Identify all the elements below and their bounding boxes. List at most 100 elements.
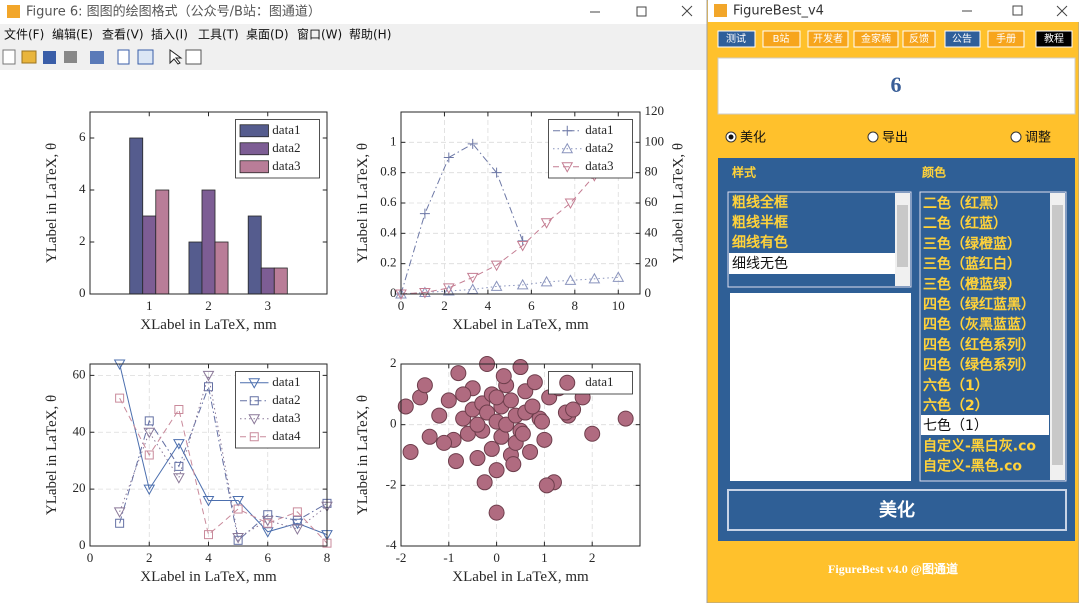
menu-bar: 文件(F) 编辑(E) 查看(V) 插入(I) 工具(T) 桌面(D) 窗口(W… [4,27,391,42]
list-item[interactable]: 七色（1） [923,417,988,434]
bar [155,189,170,295]
button-label[interactable]: 金家楠 [861,32,891,45]
window-controls[interactable] [590,5,693,17]
marker [488,389,505,406]
series-line [119,384,328,542]
button-label[interactable]: 教程 [1044,32,1064,45]
y-tick-label: 0 [390,285,397,300]
legend-marker [249,396,259,406]
marker [514,425,531,442]
series-line [400,276,619,295]
y-tick-label: 0.2 [380,255,396,270]
legend-marker [559,374,576,391]
legend-label: data2 [272,140,300,155]
list-item[interactable]: 自定义-黑白灰.co [923,437,1036,454]
menu-item[interactable]: 文件(F) [4,27,44,42]
legend-label: data3 [585,158,614,173]
marker [450,365,467,382]
legend-marker [248,414,261,425]
radio[interactable] [1010,131,1022,143]
list-item[interactable]: 三色（蓝红白） [923,256,1021,273]
x-tick-label: 0 [493,550,500,565]
scroll-thumb[interactable] [897,205,908,267]
menu-item[interactable]: 帮助(H) [349,28,391,42]
window-controls[interactable] [962,5,1068,17]
selected-row [729,253,895,274]
axes-frame [400,363,641,547]
button[interactable] [717,30,756,48]
action-button[interactable] [727,489,1067,531]
y2-tick-label: 20 [645,255,659,270]
button[interactable] [987,30,1025,48]
marker [263,518,273,528]
button-label[interactable]: 手册 [996,32,1016,45]
button-label[interactable]: 开发者 [813,32,843,45]
button[interactable] [853,30,899,48]
list-item[interactable]: 细线无色 [732,255,788,272]
x-tick-label: 4 [205,550,212,565]
bar [214,241,229,295]
radio-label[interactable]: 调整 [1025,131,1051,146]
list-item[interactable]: 四色（灰黑蓝蓝） [923,316,1035,333]
marker [144,450,154,460]
legend-marker [561,142,574,154]
list-item[interactable]: 二色（红黑） [923,195,1007,212]
menu-item[interactable]: 插入(I) [151,28,188,42]
list-item[interactable]: 自定义-黑色.co [923,458,1022,475]
marker [419,287,431,299]
list-item[interactable]: 三色（绿橙蓝） [923,235,1021,252]
list-item[interactable]: 四色（绿红蓝黑） [923,296,1035,313]
menu-item[interactable]: 桌面(D) [246,28,289,42]
legend-swatch [239,124,269,138]
list-item[interactable]: 三色（橙蓝绿） [923,276,1021,293]
button[interactable] [1035,30,1073,48]
menu-item[interactable]: 查看(V) [102,28,144,42]
marker [516,278,529,290]
y-tick-label: 6 [79,129,86,144]
menu-item[interactable]: 窗口(W) [297,28,342,42]
y-tick-label: -2 [386,476,397,491]
list-item[interactable]: 四色（绿色系列） [923,357,1035,374]
app-icon [714,4,727,17]
bar [201,189,216,295]
marker [173,473,185,484]
menu-item[interactable]: 工具(T) [198,28,239,42]
legend-label: data4 [272,428,301,443]
radio-label[interactable]: 导出 [882,131,908,146]
button-label[interactable]: 反馈 [909,32,929,45]
list-item[interactable]: 细线有色 [732,234,788,251]
marker [536,431,553,448]
action-label[interactable]: 美化 [879,499,915,521]
marker [143,484,156,496]
list-item[interactable]: 粗线全框 [732,194,788,211]
toolbar[interactable] [2,49,202,65]
app-icon [7,5,20,18]
list-item[interactable]: 二色（红蓝） [923,215,1007,232]
button[interactable] [762,30,801,48]
marker [483,440,500,457]
title-bar [708,0,1079,22]
button[interactable] [944,30,981,48]
button[interactable] [807,30,849,48]
window-title: FigureBest_v4 [733,4,824,19]
radio-label[interactable]: 美化 [740,131,766,146]
scroll-thumb[interactable] [1052,205,1063,465]
menu-item[interactable]: 编辑(E) [52,27,93,42]
button[interactable] [902,30,936,48]
button-label[interactable]: B站 [773,32,790,45]
marker [292,507,302,517]
list-item[interactable]: 四色（红色系列） [923,336,1035,353]
marker [204,382,213,392]
marker [524,398,541,415]
list-item[interactable]: 粗线半框 [732,214,788,231]
marker [263,510,273,520]
list-item[interactable]: 六色（1） [923,377,989,394]
marker [397,398,414,415]
button-label[interactable]: 公告 [952,32,972,45]
button-label[interactable]: 测试 [726,32,746,45]
y-axis-label: YLabel in LaTeX, θ [44,143,60,263]
list-item[interactable]: 六色（2） [923,397,989,414]
marker [488,462,505,479]
radio[interactable] [867,131,879,143]
legend-label: data1 [585,122,613,137]
